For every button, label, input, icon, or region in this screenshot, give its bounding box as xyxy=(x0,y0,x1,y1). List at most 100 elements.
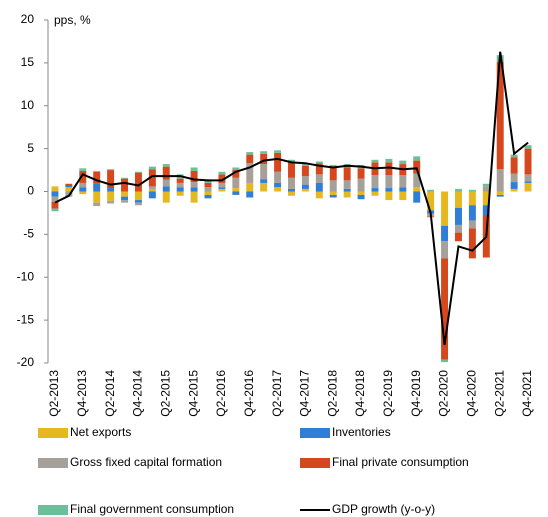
bar xyxy=(329,180,337,192)
bar xyxy=(385,162,393,176)
legend-label: Gross fixed capital formation xyxy=(70,455,222,469)
bar xyxy=(510,157,518,174)
bar xyxy=(301,184,309,189)
y-tick-label: 15 xyxy=(21,55,35,69)
bar xyxy=(232,170,240,178)
legend-label: Final private consumption xyxy=(332,455,469,469)
bar xyxy=(496,194,504,197)
bar xyxy=(65,183,73,186)
legend-label: Final government consumption xyxy=(70,502,234,516)
bar xyxy=(454,188,462,192)
bar xyxy=(260,179,268,183)
bar xyxy=(134,200,142,203)
bar xyxy=(385,175,393,189)
bar xyxy=(468,228,476,259)
bar xyxy=(79,187,87,192)
bar xyxy=(107,170,115,189)
bar xyxy=(162,164,170,167)
bar xyxy=(413,173,421,188)
x-tick-label: Q2-2019 xyxy=(381,370,395,417)
bar xyxy=(246,163,254,183)
bar xyxy=(288,162,295,178)
bar xyxy=(148,186,156,189)
bar xyxy=(524,181,532,183)
bar xyxy=(93,171,101,184)
bar xyxy=(232,177,240,189)
bar xyxy=(413,191,421,203)
bar xyxy=(162,191,170,203)
bar xyxy=(107,191,115,201)
x-tick-label: Q4-2020 xyxy=(465,370,479,417)
bar xyxy=(399,160,407,165)
x-tick-label: Q4-2018 xyxy=(353,370,367,417)
bar xyxy=(134,171,142,173)
bar xyxy=(468,220,476,229)
bar xyxy=(301,176,309,185)
bar xyxy=(65,185,73,188)
bar xyxy=(357,194,365,200)
bar xyxy=(162,179,170,187)
bar xyxy=(148,166,156,170)
y-tick-label: -15 xyxy=(17,312,35,326)
bar xyxy=(441,191,449,226)
bar xyxy=(371,191,379,196)
legend-swatch xyxy=(300,458,330,468)
bar xyxy=(51,208,59,212)
bar xyxy=(454,232,462,242)
bar xyxy=(79,168,87,171)
bar xyxy=(371,159,379,163)
bar xyxy=(121,200,129,203)
bar xyxy=(260,151,268,154)
bar xyxy=(329,167,337,181)
bar xyxy=(510,182,518,189)
x-tick-label: Q4-2013 xyxy=(75,370,89,417)
bar xyxy=(441,359,449,363)
y-tick-label: -10 xyxy=(17,269,35,283)
bar xyxy=(148,169,156,187)
bar xyxy=(134,202,142,206)
bar xyxy=(107,169,115,171)
bar xyxy=(301,188,309,192)
bar xyxy=(524,182,532,192)
bar xyxy=(441,241,449,259)
bar xyxy=(510,173,518,183)
bar xyxy=(329,194,337,198)
bar xyxy=(510,188,518,192)
bar xyxy=(454,207,462,225)
bar xyxy=(288,188,295,192)
bar xyxy=(385,188,393,192)
bar xyxy=(121,178,129,192)
bar xyxy=(482,205,490,216)
bar xyxy=(524,148,532,175)
bar xyxy=(274,171,282,183)
bar xyxy=(468,189,476,192)
bar xyxy=(204,180,212,183)
bar xyxy=(232,167,240,171)
bar xyxy=(468,205,476,221)
bar xyxy=(51,196,59,202)
bar xyxy=(218,171,226,175)
bar xyxy=(357,191,365,195)
x-tick-label: Q2-2017 xyxy=(270,370,284,417)
bar xyxy=(218,174,226,183)
bar xyxy=(315,163,323,175)
y-tick-label: 5 xyxy=(27,141,34,155)
bar xyxy=(190,167,198,171)
bar xyxy=(274,150,282,153)
bar xyxy=(343,167,351,181)
bar xyxy=(343,191,351,198)
bar xyxy=(274,152,282,172)
x-tick-label: Q2-2018 xyxy=(325,370,339,417)
legend-swatch xyxy=(38,458,68,468)
bar xyxy=(190,187,198,192)
bar xyxy=(107,200,115,204)
bar xyxy=(148,188,156,192)
bar xyxy=(190,191,198,203)
legend-label: GDP growth (y-o-y) xyxy=(332,502,435,516)
x-tick-label: Q4-2016 xyxy=(242,370,256,417)
bar xyxy=(232,191,240,195)
bar xyxy=(274,187,282,192)
bar xyxy=(176,178,184,183)
bar xyxy=(79,191,87,195)
x-tick-label: Q2-2021 xyxy=(492,370,506,417)
